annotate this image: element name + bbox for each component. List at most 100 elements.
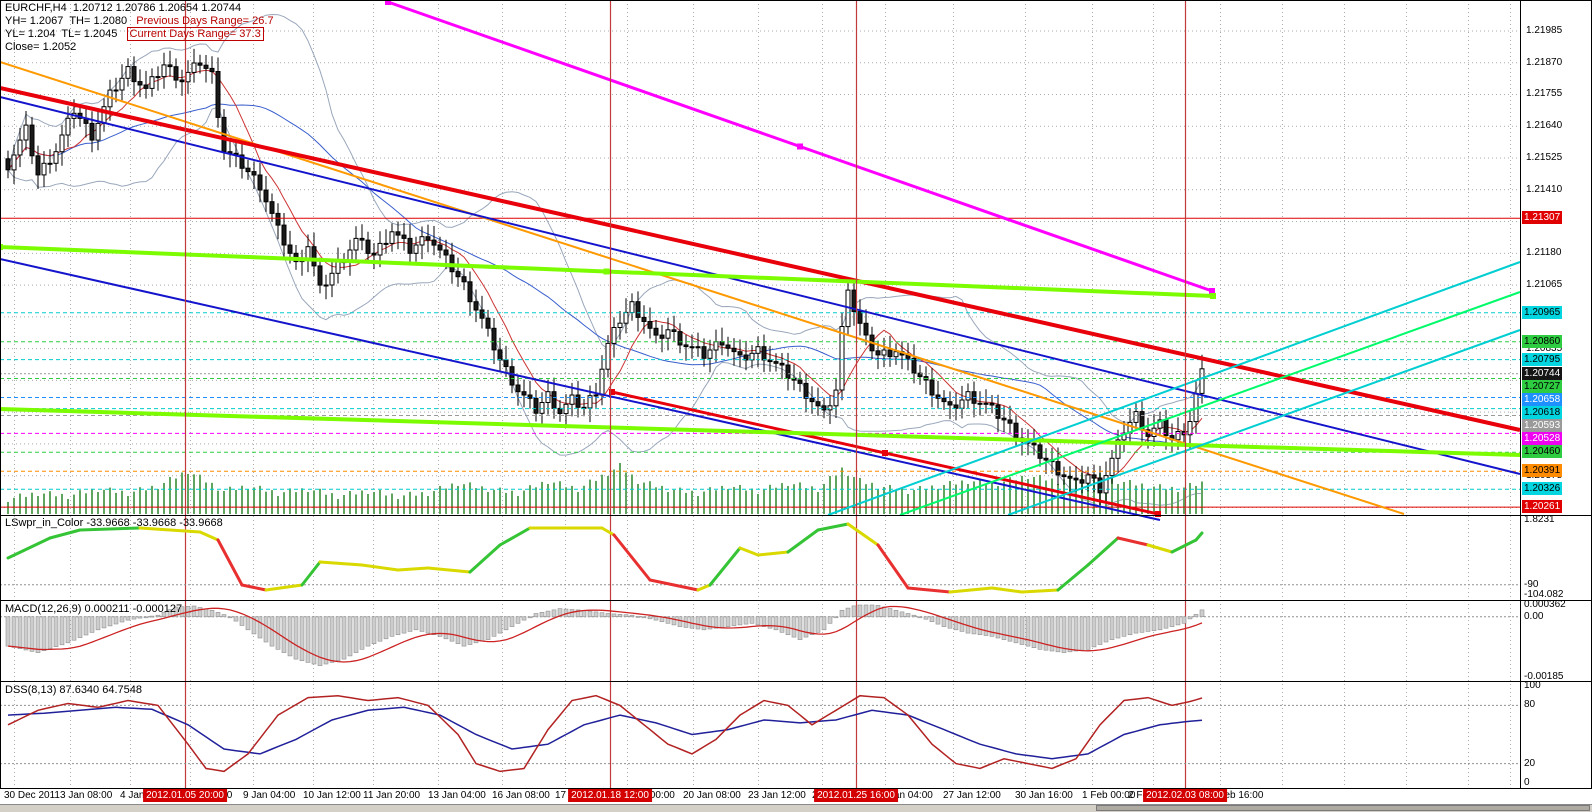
trendline-1[interactable] <box>0 61 1405 515</box>
macd-histogram-bar <box>47 616 53 649</box>
volume-bar <box>1021 475 1023 514</box>
trendline-2[interactable] <box>0 86 1521 432</box>
volume-bar <box>163 483 165 514</box>
macd-histogram-bar <box>413 616 419 631</box>
volume-bar <box>799 482 801 514</box>
trendline-handle[interactable] <box>603 268 610 275</box>
macd-histogram-bar <box>917 616 923 619</box>
volume-bar <box>913 490 915 514</box>
macd-histogram-bar <box>1085 616 1091 650</box>
volume-bar <box>577 492 579 514</box>
candle <box>23 124 29 141</box>
lswpr-segment <box>1056 563 1090 592</box>
volume-bar <box>979 478 981 514</box>
volume-bar <box>535 487 537 514</box>
today-low-label: TL= 1.2045 <box>61 28 118 40</box>
macd-histogram-bar <box>359 616 365 650</box>
candle <box>731 347 737 353</box>
macd-histogram-bar <box>587 610 593 618</box>
trendline-handle[interactable] <box>1209 288 1215 294</box>
time-axis[interactable] <box>0 789 1592 804</box>
trendline-7[interactable] <box>0 407 1521 457</box>
volume-bar <box>139 487 141 514</box>
volume-bar <box>955 484 957 514</box>
volume-bar <box>265 491 267 514</box>
trendline-8[interactable] <box>827 261 1521 516</box>
volume-bar <box>961 480 963 514</box>
volume-bar <box>691 490 693 514</box>
macd-histogram-bar <box>647 616 653 620</box>
candle <box>509 366 515 386</box>
macd-histogram-bar <box>293 616 299 660</box>
macd-histogram-bar <box>1157 616 1163 631</box>
macd-histogram-bar <box>65 616 71 644</box>
trendline-10[interactable] <box>899 291 1521 516</box>
trendline-5[interactable] <box>0 258 1161 521</box>
volume-bar <box>85 493 87 514</box>
price-axis[interactable] <box>1521 0 1592 788</box>
candle <box>707 349 713 359</box>
macd-histogram-bar <box>233 616 239 622</box>
volume-bar <box>1033 477 1035 514</box>
candle <box>119 77 125 91</box>
candle <box>125 66 131 79</box>
macd-histogram-bar <box>785 616 791 635</box>
volume-bar <box>1009 477 1011 514</box>
trendline-4[interactable] <box>0 96 1521 475</box>
volume-bar <box>571 485 573 514</box>
volume-bar <box>583 485 585 514</box>
volume-bar <box>157 489 159 514</box>
candle <box>755 346 761 354</box>
candle <box>65 117 71 136</box>
lswpr-segment <box>648 578 700 592</box>
volume-bar <box>7 502 9 514</box>
trendline-handle[interactable] <box>385 0 391 5</box>
volume-bar <box>835 475 837 514</box>
macd-histogram-bar <box>491 616 497 637</box>
candle <box>95 122 101 141</box>
trendline-handle[interactable] <box>609 389 615 395</box>
candle <box>857 311 863 324</box>
candle <box>185 71 191 83</box>
candle <box>383 242 389 245</box>
macd-histogram-bar <box>779 616 785 633</box>
candle <box>809 397 815 403</box>
candle <box>29 124 35 157</box>
macd-histogram-bar <box>23 616 29 651</box>
lswpr-segment <box>426 566 472 574</box>
trendline-handle[interactable] <box>1155 511 1161 517</box>
volume-bar <box>1147 489 1149 514</box>
trendline-handle[interactable] <box>1210 293 1216 299</box>
volume-bar <box>391 493 393 514</box>
candle <box>533 397 539 414</box>
trendline-handle[interactable] <box>882 450 888 456</box>
lswpr-segment <box>6 536 52 560</box>
volume-bar <box>457 486 459 514</box>
candle <box>203 64 209 69</box>
macd-histogram-bar <box>1055 616 1061 653</box>
volume-bar <box>319 488 321 514</box>
macd-histogram-bar <box>299 616 305 661</box>
trendline-9[interactable] <box>1007 329 1521 516</box>
horizontal-scrollbar[interactable] <box>0 804 1592 812</box>
macd-histogram-bar <box>611 613 617 618</box>
volume-bar <box>745 490 747 514</box>
macd-histogram-bar <box>929 616 935 622</box>
macd-histogram-bar <box>923 616 929 620</box>
lswpr-segment <box>1116 536 1150 547</box>
volume-bar <box>805 488 807 514</box>
trendline-handle[interactable] <box>0 244 3 250</box>
candle <box>1157 419 1163 429</box>
close-label: Close= 1.2052 <box>5 41 77 53</box>
macd-histogram-bar <box>431 616 437 635</box>
volume-bar <box>1165 489 1167 514</box>
macd-histogram-bar <box>713 616 719 629</box>
candle <box>1013 422 1019 439</box>
volume-bar <box>841 467 843 514</box>
volume-bar <box>475 488 477 514</box>
trendline-handle[interactable] <box>797 143 803 150</box>
volume-bar <box>337 499 339 514</box>
scrollbar-thumb[interactable] <box>1096 805 1590 811</box>
volume-bar <box>823 484 825 514</box>
